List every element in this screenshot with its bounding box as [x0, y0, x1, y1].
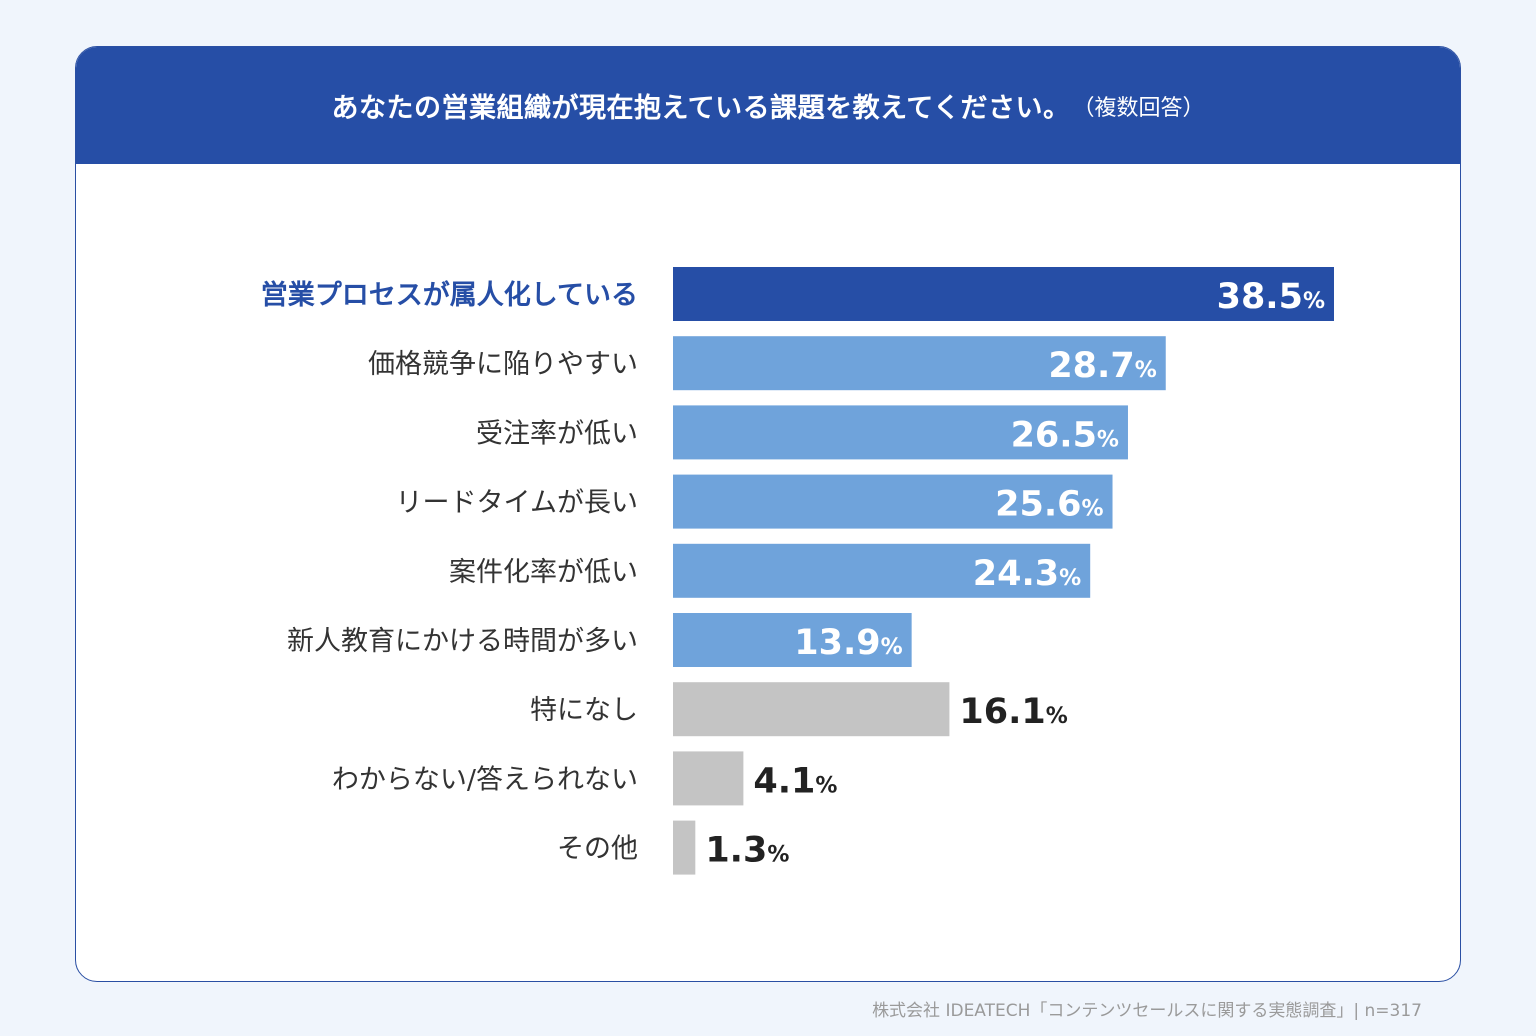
bar-4	[673, 474, 1113, 529]
bar-8	[673, 751, 744, 806]
bar-6	[673, 613, 912, 667]
source-note: 株式会社 IDEATECH「コンテンツセールスに関する実態調査」| n=317	[872, 1001, 1422, 1021]
bar-5	[673, 543, 1091, 598]
bar-2	[673, 336, 1166, 391]
value-label-8: 4.1%	[753, 761, 837, 801]
category-label-9: その他	[557, 834, 638, 865]
bar-9	[673, 820, 696, 875]
value-label-9: 1.3%	[705, 831, 789, 871]
value-label-3: 26.5%	[1011, 415, 1119, 455]
category-label-3: 受注率が低い	[476, 418, 638, 449]
value-label-6: 13.9%	[794, 623, 902, 663]
bar-7	[673, 682, 950, 737]
chart-card: あなたの営業組織が現在抱えている課題を教えてください。 （複数回答）	[75, 46, 1461, 982]
chart-title: あなたの営業組織が現在抱えている課題を教えてください。	[331, 93, 1071, 124]
value-label-4: 25.6%	[995, 485, 1103, 525]
value-label-5: 24.3%	[973, 554, 1081, 594]
category-label-4: リードタイムが長い	[396, 488, 638, 519]
category-label-8: わからない/答えられない	[332, 764, 638, 795]
bar-1	[673, 267, 1334, 321]
value-label-7: 16.1%	[959, 692, 1067, 732]
value-label-2: 28.7%	[1048, 346, 1156, 386]
chart-title-note: （複数回答）	[1072, 95, 1205, 121]
category-label-1: 営業プロセスが属人化している	[261, 279, 638, 311]
category-label-5: 案件化率が低い	[449, 557, 638, 588]
category-label-7: 特になし	[530, 695, 638, 726]
bar-3	[673, 405, 1128, 460]
category-label-2: 価格競争に陥りやすい	[368, 349, 638, 380]
category-label-6: 新人教育にかける時間が多い	[287, 626, 638, 657]
value-label-1: 38.5%	[1217, 277, 1325, 317]
chart-header: あなたの営業組織が現在抱えている課題を教えてください。 （複数回答）	[76, 47, 1460, 164]
